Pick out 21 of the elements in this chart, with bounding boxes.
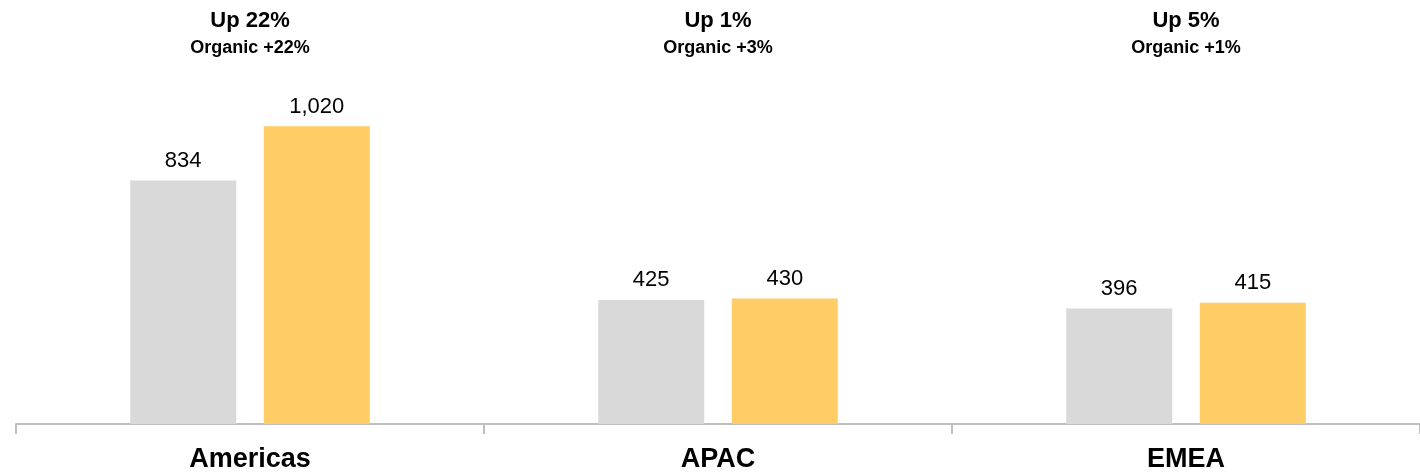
data-label: 430 [766,264,804,290]
text: Organic +3% [663,37,773,57]
data-label: 834 [164,147,202,172]
text: Organic +1% [1131,37,1241,57]
data-label: 1,020 [289,92,345,118]
x-tick-label: Americas [189,442,311,473]
bar [731,298,838,424]
text: Up 5% [1152,6,1220,32]
bar [1066,308,1173,424]
bar [598,299,705,424]
text: Up 1% [684,6,752,32]
bar [130,180,237,424]
text: Up 22% [210,6,290,32]
x-tick-label: APAC [680,442,756,473]
bar [263,126,370,424]
data-label: 415 [1234,269,1272,295]
x-tick-label: EMEA [1146,442,1226,473]
data-label: 396 [1100,274,1138,300]
data-label: 425 [632,266,670,292]
text: Organic +22% [190,37,310,57]
bar [1199,302,1306,424]
